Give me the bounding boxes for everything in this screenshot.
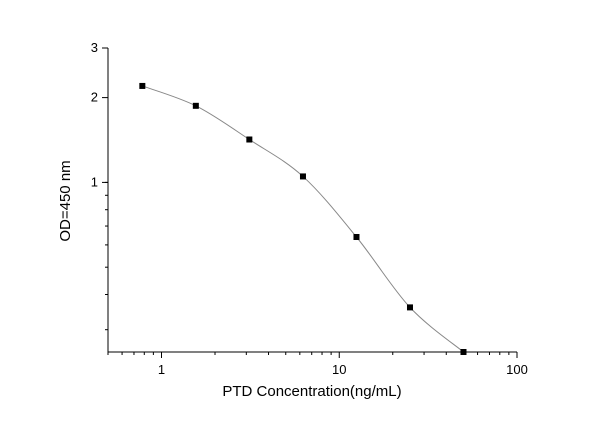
x-axis-title: PTD Concentration(ng/mL)	[222, 383, 401, 400]
y-tick-label: 1	[91, 174, 98, 189]
y-axis-title: OD=450 nm	[57, 160, 74, 241]
x-tick-label: 10	[332, 362, 346, 377]
data-point	[460, 349, 467, 355]
x-tick-label: 100	[506, 362, 528, 377]
data-point	[353, 234, 360, 241]
data-point	[406, 304, 413, 311]
x-tick-label: 1	[158, 362, 165, 377]
y-tick-label: 2	[91, 90, 98, 105]
series-layer	[139, 82, 467, 355]
plot-area: 1 10 100 1 2 3	[91, 40, 528, 377]
data-point	[139, 82, 146, 89]
data-point	[299, 173, 306, 180]
data-point	[192, 102, 199, 109]
y-ticks: 1 2 3	[91, 40, 108, 331]
series-line	[142, 85, 464, 353]
data-point	[246, 136, 253, 143]
x-ticks: 1 10 100	[107, 352, 528, 377]
y-tick-label: 3	[91, 40, 98, 55]
